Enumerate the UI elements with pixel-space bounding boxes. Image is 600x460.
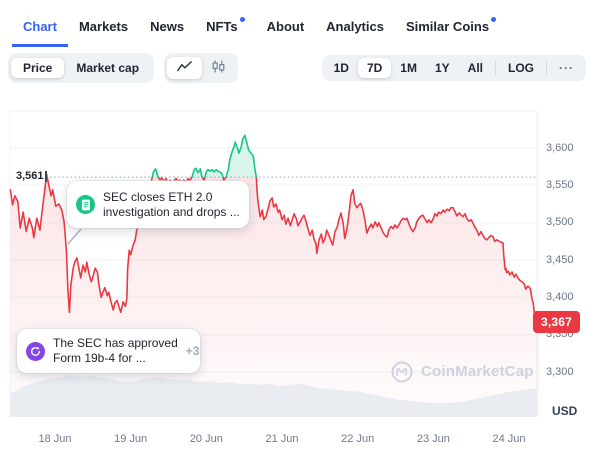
baseline-price-label: 3,561 xyxy=(16,170,44,182)
tab-label: Similar Coins xyxy=(405,19,490,34)
tab-nfts[interactable]: NFTs xyxy=(195,17,256,47)
annotation-text: The SEC has approved Form 19b-4 for ... xyxy=(53,336,178,365)
range-button-all[interactable]: All xyxy=(467,60,483,75)
tab-label: Markets xyxy=(78,19,129,34)
annotation-card-sec-closes[interactable]: SEC closes ETH 2.0 investigation and dro… xyxy=(67,181,249,228)
news-article-icon xyxy=(76,195,95,214)
annotation-card-sec-approved[interactable]: The SEC has approved Form 19b-4 for ... … xyxy=(17,329,200,373)
range-button-1y[interactable]: 1Y xyxy=(434,60,450,75)
tab-label: NFTs xyxy=(206,19,238,34)
usd-unit-label: USD xyxy=(552,404,578,418)
candlestick-icon xyxy=(212,60,225,76)
coinmarketcap-logo-icon xyxy=(391,361,413,383)
metric-button-market-cap[interactable]: Market cap xyxy=(76,60,140,75)
tab-similar-coins[interactable]: Similar Coins xyxy=(395,17,507,47)
tab-about[interactable]: About xyxy=(256,19,316,47)
watermark-text: CoinMarketCap xyxy=(421,363,534,380)
toolbar-divider xyxy=(546,60,547,75)
log-scale-button[interactable]: LOG xyxy=(508,60,534,75)
range-button-1m[interactable]: 1M xyxy=(400,60,417,75)
x-axis-tick-label: 24 Jun xyxy=(492,433,526,445)
x-axis-tick-label: 23 Jun xyxy=(416,433,450,445)
chart-type-toggle-group xyxy=(164,52,239,83)
more-news-count[interactable]: +3 xyxy=(185,344,200,358)
tab-chart[interactable]: Chart xyxy=(12,19,68,47)
last-price-badge: 3,367 xyxy=(533,311,581,333)
y-axis-tick-label: 3,600 xyxy=(546,141,574,154)
y-axis-tick-label: 3,500 xyxy=(546,216,574,229)
y-axis-tick-label: 3,300 xyxy=(546,365,574,378)
y-axis-tick-label: 3,550 xyxy=(546,178,574,191)
x-axis-tick-label: 18 Jun xyxy=(38,433,72,445)
toolbar-left-group: Price Market cap xyxy=(8,52,239,83)
x-axis-tick-label: 22 Jun xyxy=(341,433,375,445)
x-axis-tick-label: 19 Jun xyxy=(114,433,148,445)
notification-dot-icon xyxy=(239,17,245,22)
tab-label: Analytics xyxy=(326,19,384,34)
x-axis-tick-label: 20 Jun xyxy=(189,433,223,445)
tab-label: News xyxy=(150,19,185,34)
range-button-7d[interactable]: 7D xyxy=(357,57,392,78)
tab-markets[interactable]: Markets xyxy=(68,19,139,47)
range-button-1d[interactable]: 1D xyxy=(333,60,349,75)
metric-button-price[interactable]: Price xyxy=(11,57,65,78)
range-toggle-group: 1D 7D 1M 1Y All LOG ··· xyxy=(321,54,586,81)
line-chart-icon xyxy=(177,60,192,75)
y-axis-tick-label: 3,400 xyxy=(546,290,574,303)
metric-toggle-group: Price Market cap xyxy=(8,52,155,83)
chart-toolbar: Price Market cap 1D 7D 1M 1Y All LOG ··· xyxy=(8,52,586,83)
tab-analytics[interactable]: Analytics xyxy=(315,19,395,47)
annotation-text: SEC closes ETH 2.0 investigation and dro… xyxy=(103,189,240,219)
line-chart-button[interactable] xyxy=(167,56,203,79)
notification-dot-icon xyxy=(491,17,497,22)
coinmarketcap-watermark: CoinMarketCap xyxy=(390,360,534,384)
x-axis-tick-label: 21 Jun xyxy=(265,433,299,445)
more-options-button[interactable]: ··· xyxy=(559,60,574,75)
tab-label: Chart xyxy=(23,19,57,34)
candlestick-button[interactable] xyxy=(202,56,235,80)
tab-news[interactable]: News xyxy=(139,19,195,47)
baseline-tick-mark xyxy=(45,171,47,182)
top-nav: Chart Markets News NFTs About Analytics Simila… xyxy=(0,0,600,47)
y-axis-tick-label: 3,450 xyxy=(546,253,574,266)
refresh-news-icon xyxy=(26,341,45,361)
tab-label: About xyxy=(266,19,305,34)
toolbar-divider xyxy=(495,60,496,75)
